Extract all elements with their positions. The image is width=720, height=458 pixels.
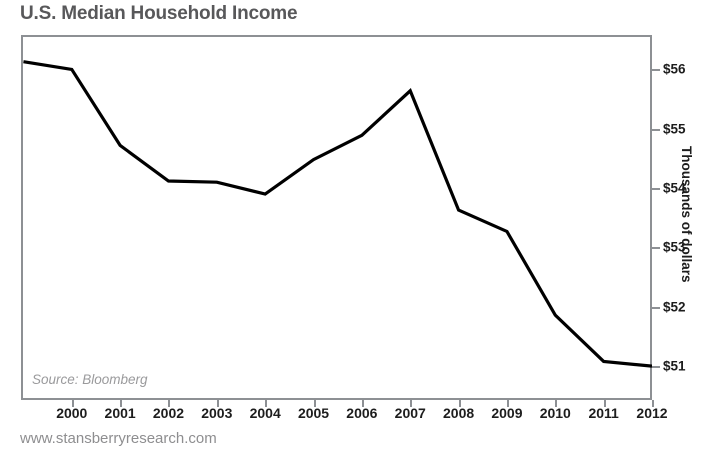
- x-tick-mark: [603, 400, 606, 407]
- x-tick-mark: [652, 400, 654, 407]
- y-tick-label: $53: [663, 239, 686, 255]
- x-tick-mark: [71, 400, 74, 407]
- x-tick-label: 2012: [636, 405, 668, 421]
- x-tick-mark: [168, 400, 171, 407]
- source-note: Source: Bloomberg: [32, 372, 148, 387]
- x-tick-label: 2001: [104, 405, 136, 421]
- y-tick-label: $56: [663, 61, 686, 77]
- x-tick-label: 2008: [443, 405, 475, 421]
- y-tick-mark: [652, 306, 660, 309]
- x-tick-label: 2007: [394, 405, 426, 421]
- y-tick-mark: [652, 69, 660, 72]
- line-chart-plot: [23, 60, 652, 368]
- x-tick-mark: [506, 400, 509, 407]
- x-tick-mark: [265, 400, 268, 407]
- x-tick-label: 2009: [491, 405, 523, 421]
- y-tick-label: $55: [663, 121, 686, 137]
- x-tick-mark: [458, 400, 461, 407]
- x-tick-label: 2004: [249, 405, 281, 421]
- x-tick-label: 2002: [152, 405, 185, 421]
- y-tick-mark: [652, 188, 660, 191]
- x-tick-mark: [555, 400, 558, 407]
- y-tick-label: $52: [663, 299, 686, 315]
- x-tick-label: 2000: [56, 405, 88, 421]
- x-tick-label: 2005: [297, 405, 330, 421]
- plot-area-frame: [21, 35, 652, 400]
- y-tick-label: $51: [663, 358, 686, 374]
- x-tick-label: 2010: [539, 405, 571, 421]
- x-tick-label: 2003: [201, 405, 233, 421]
- x-tick-label: 2011: [588, 405, 619, 421]
- x-tick-mark: [361, 400, 364, 407]
- x-tick-mark: [216, 400, 219, 407]
- y-axis-title: Thousands of dollars: [679, 146, 694, 283]
- x-tick-label: 2006: [346, 405, 378, 421]
- y-tick-mark: [652, 247, 660, 250]
- x-tick-mark: [410, 400, 413, 407]
- footer-url: www.stansberryresearch.com: [20, 430, 217, 447]
- income-series-line: [23, 60, 652, 368]
- page-title: U.S. Median Household Income: [20, 3, 298, 24]
- x-tick-mark: [120, 400, 123, 407]
- y-tick-mark: [652, 128, 660, 131]
- x-tick-mark: [313, 400, 316, 407]
- y-tick-mark: [652, 366, 660, 369]
- y-tick-label: $54: [663, 180, 686, 196]
